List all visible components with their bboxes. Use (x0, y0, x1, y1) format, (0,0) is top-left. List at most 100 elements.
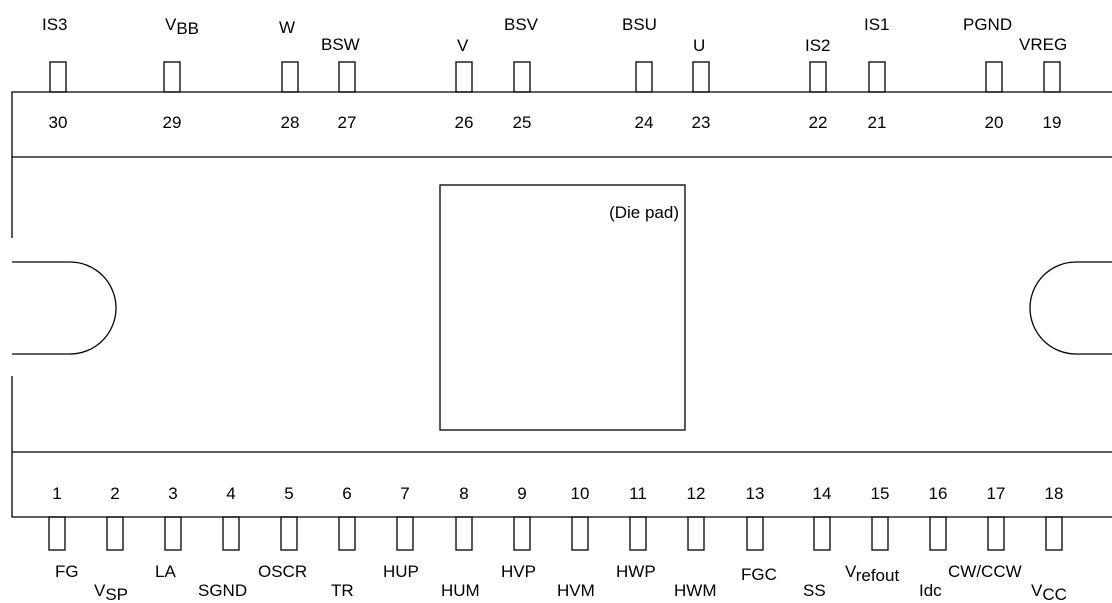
top-pin: 19 VREG (1019, 35, 1067, 132)
pin-name-label: Vrefout (845, 562, 899, 585)
pin-number-label: 16 (929, 484, 948, 503)
pin-name-label: CW/CCW (948, 562, 1022, 581)
pin-name-label: VCC (1031, 581, 1067, 603)
pin-name-label: SS (803, 581, 826, 600)
pin-number-label: 27 (338, 113, 357, 132)
top-pin: 28 W (279, 18, 299, 132)
bottom-pin: 16 Idc (919, 484, 947, 600)
bottom-pin: 6 TR (331, 484, 356, 600)
pin-name-label: FGC (741, 565, 777, 584)
pin-lead (396, 516, 414, 551)
pin-number-label: 4 (226, 484, 235, 503)
pin-lead (338, 61, 356, 93)
pin-number-label: 2 (110, 484, 119, 503)
pin-lead (513, 516, 531, 551)
pin-name-label: FG (55, 562, 79, 581)
bottom-pin: 1 FG (48, 484, 79, 581)
pin-lead (1045, 516, 1063, 551)
bottom-pin: 17 CW/CCW (948, 484, 1022, 581)
pin-lead (163, 61, 181, 93)
pin-number-label: 12 (687, 484, 706, 503)
pin-lead (809, 61, 827, 93)
pin-name-label: BSW (321, 35, 360, 54)
pin-lead (48, 516, 66, 551)
bottom-pin: 10 HVM (557, 484, 595, 600)
bottom-pin: 3 LA (155, 484, 182, 581)
pin-number-label: 8 (459, 484, 468, 503)
bottom-pin: 5 OSCR (258, 484, 307, 581)
bottom-pin-row: 1 FG 2 VSP 3 LA 4 SGND 5 OSCR 6 TR 7 HUP 8 HUM 9 HVP 10 HVM… (48, 484, 1067, 603)
pin-number-label: 30 (49, 113, 68, 132)
pin-lead (868, 61, 886, 93)
pin-number-label: 23 (692, 113, 711, 132)
top-pin: 20 PGND (963, 15, 1012, 132)
pin-name-label: HVP (501, 562, 536, 581)
pin-number-label: 19 (1043, 113, 1062, 132)
pin-name-label: U (693, 36, 705, 55)
die-pad-label: (Die pad) (609, 203, 679, 222)
pin-lead (813, 516, 831, 551)
pin-name-label: W (279, 18, 295, 37)
pin-number-label: 15 (871, 484, 890, 503)
pin-number-label: 18 (1045, 484, 1064, 503)
pin-number-label: 1 (52, 484, 61, 503)
pin-number-label: 17 (987, 484, 1006, 503)
pin-name-label: VBB (165, 15, 199, 38)
bottom-pin: 18 VCC (1031, 484, 1067, 603)
pin-number-label: 9 (517, 484, 526, 503)
pin-lead (871, 516, 889, 551)
pin-number-label: 28 (281, 113, 300, 132)
bottom-pin: 9 HVP (501, 484, 536, 581)
pin-number-label: 20 (985, 113, 1004, 132)
pin-lead (746, 516, 764, 551)
pin-number-label: 25 (513, 113, 532, 132)
top-pin: 21 IS1 (864, 15, 890, 132)
pin-name-label: VSP (94, 581, 128, 603)
pin-lead (571, 516, 589, 551)
bottom-pin: 15 Vrefout (845, 484, 899, 585)
pin-lead (929, 516, 947, 551)
pin-number-label: 21 (868, 113, 887, 132)
pin-number-label: 24 (635, 113, 654, 132)
pin-lead (985, 61, 1003, 93)
right-notch (1029, 261, 1112, 355)
pin-number-label: 5 (284, 484, 293, 503)
pin-name-label: OSCR (258, 562, 307, 581)
top-pin: 23 U (692, 36, 711, 132)
bottom-pin: 14 SS (803, 484, 831, 600)
pin-lead (49, 61, 67, 93)
pin-lead (106, 516, 124, 551)
package-top-edge (11, 91, 1112, 238)
pin-name-label: IS3 (42, 15, 68, 34)
pin-name-label: TR (331, 581, 354, 600)
pin-name-label: V (457, 36, 469, 55)
top-pin: 24 BSU (622, 15, 657, 132)
pin-name-label: HVM (557, 581, 595, 600)
pin-lead (687, 516, 705, 551)
pin-lead (692, 61, 710, 93)
pin-name-label: IS1 (864, 15, 890, 34)
pin-number-label: 6 (342, 484, 351, 503)
pin-lead (222, 516, 240, 551)
top-pin: 29 VBB (163, 15, 199, 132)
pin-lead (629, 516, 647, 551)
pin-name-label: IS2 (805, 36, 831, 55)
bottom-pin: 12 HWM (674, 484, 716, 600)
pin-number-label: 22 (809, 113, 828, 132)
pin-lead (513, 61, 531, 93)
top-pin: 25 BSV (504, 15, 539, 132)
pin-lead (455, 61, 473, 93)
pin-name-label: BSU (622, 15, 657, 34)
pin-number-label: 29 (163, 113, 182, 132)
bottom-pin: 2 VSP (94, 484, 128, 603)
bottom-pin: 13 FGC (741, 484, 777, 584)
pin-name-label: HWP (616, 562, 656, 581)
top-pin: 26 V (455, 36, 474, 132)
pin-number-label: 7 (400, 484, 409, 503)
pin-name-label: LA (155, 562, 176, 581)
pin-number-label: 26 (455, 113, 474, 132)
bottom-pin: 11 HWP (616, 484, 656, 581)
package-bottom-edge (11, 376, 1112, 518)
pin-lead (164, 516, 182, 551)
